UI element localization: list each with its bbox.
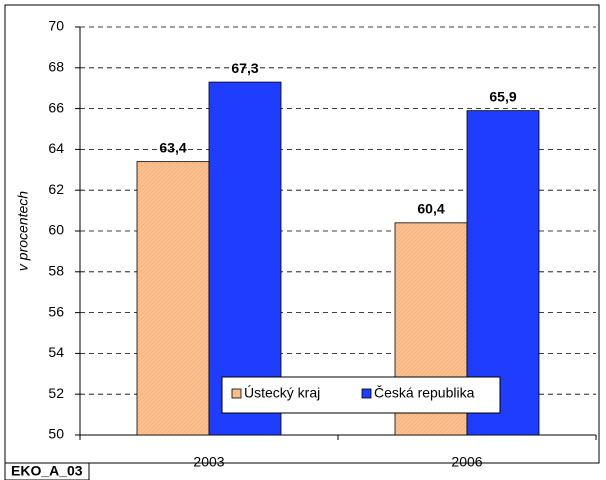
y-axis-label: v procentech — [15, 191, 31, 271]
legend-label: Ústecký kraj — [244, 385, 320, 401]
y-tick-label: 66 — [48, 99, 64, 115]
value-label: 63,4 — [159, 139, 186, 155]
bar — [136, 161, 210, 436]
x-tick-label: 2006 — [451, 454, 482, 470]
y-tick-label: 56 — [48, 303, 64, 319]
y-tick-label: 70 — [48, 18, 64, 34]
y-tick-label: 50 — [48, 426, 64, 442]
footer-label: EKO_A_03 — [11, 463, 83, 479]
footer-box — [4, 462, 90, 480]
frame — [4, 4, 600, 464]
y-tick-label: 60 — [48, 222, 64, 238]
y-tick-label: 64 — [48, 140, 64, 156]
value-label: 60,4 — [417, 201, 444, 217]
bar — [208, 81, 282, 436]
legend-swatch — [231, 388, 242, 399]
y-tick-label: 62 — [48, 181, 64, 197]
legend — [221, 376, 501, 414]
y-tick-label: 68 — [48, 59, 64, 75]
y-tick-label: 58 — [48, 263, 64, 279]
y-tick-label: 52 — [48, 385, 64, 401]
x-tick-label: 2003 — [193, 454, 224, 470]
value-label: 65,9 — [489, 88, 516, 104]
legend-label: Česká republika — [374, 385, 475, 401]
y-tick-label: 54 — [48, 344, 64, 360]
legend-swatch — [361, 388, 372, 399]
value-label: 67,3 — [231, 60, 258, 76]
